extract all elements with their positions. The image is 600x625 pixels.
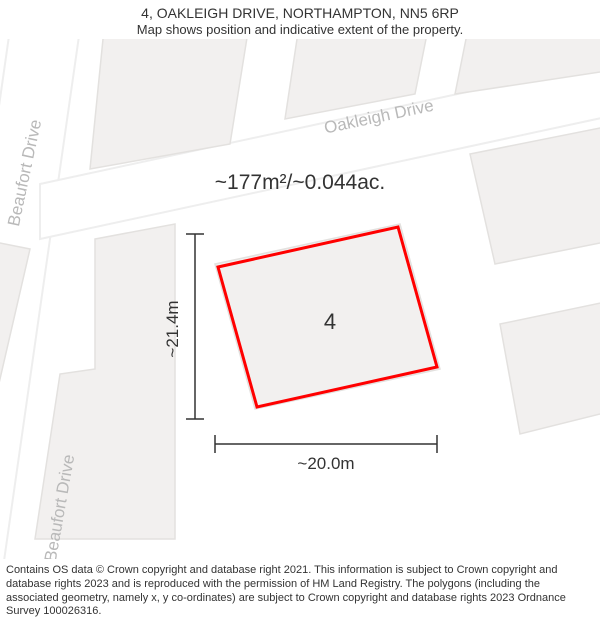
house-number: 4 [324, 309, 336, 334]
address-title: 4, OAKLEIGH DRIVE, NORTHAMPTON, NN5 6RP [0, 4, 600, 22]
property-map: Beaufort DriveBeaufort DriveOakleigh Dri… [0, 39, 600, 559]
subtitle: Map shows position and indicative extent… [0, 22, 600, 39]
dim-label: ~21.4m [163, 300, 182, 357]
dim-label: ~20.0m [297, 454, 354, 473]
header: 4, OAKLEIGH DRIVE, NORTHAMPTON, NN5 6RP … [0, 0, 600, 39]
copyright-footer: Contains OS data © Crown copyright and d… [0, 560, 600, 625]
map-container: Beaufort DriveBeaufort DriveOakleigh Dri… [0, 39, 600, 559]
area-label: ~177m²/~0.044ac. [215, 171, 385, 194]
